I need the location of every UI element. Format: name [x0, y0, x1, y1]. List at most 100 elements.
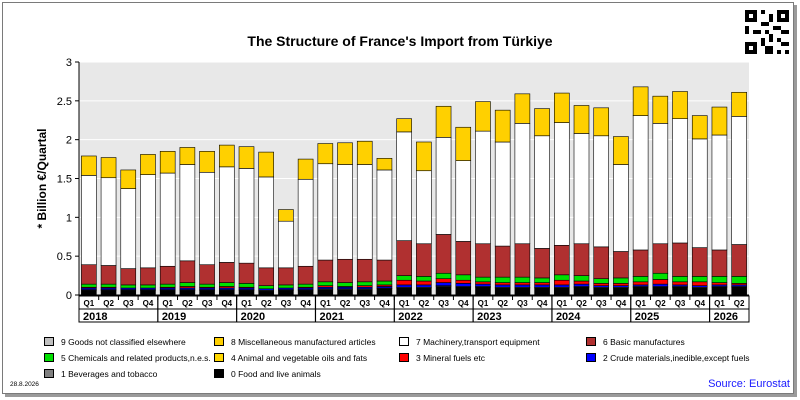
- year-band: [78, 308, 750, 323]
- bar-segment: [435, 137, 452, 235]
- quarter-label: Q1: [399, 299, 410, 308]
- y-tick-label: 0: [66, 290, 72, 302]
- bar-segment: [652, 95, 669, 124]
- bar-segment: [593, 278, 609, 284]
- bar-segment: [416, 170, 432, 245]
- bar-segment: [534, 277, 550, 283]
- quarter-label: Q1: [320, 299, 331, 308]
- bar-segment: [731, 244, 747, 277]
- quarter-label: Q4: [143, 299, 154, 308]
- bar-segment: [376, 288, 393, 296]
- quarter-label: Q3: [281, 299, 292, 308]
- bar-segment: [632, 115, 649, 251]
- legend-label: 8 Miscellaneous manufactured articles: [231, 337, 376, 347]
- year-label: 2023: [477, 311, 501, 323]
- bar-segment: [613, 136, 629, 165]
- bar-segment: [376, 158, 393, 171]
- bar-segment: [554, 274, 570, 281]
- bar-segment: [120, 284, 137, 289]
- bar-segment: [435, 278, 452, 283]
- bar-segment: [81, 175, 97, 266]
- bar-segment: [691, 138, 708, 248]
- bar-segment: [652, 272, 669, 280]
- quarter-label: Q3: [202, 299, 213, 308]
- bar-segment: [711, 134, 728, 251]
- bar-segment: [711, 106, 728, 136]
- bar-segment: [435, 282, 452, 286]
- bar-segment: [672, 276, 688, 283]
- year-label: 2026: [714, 311, 738, 323]
- bar-segment: [376, 169, 393, 261]
- bar-segment: [297, 283, 314, 288]
- year-label: 2024: [556, 311, 581, 323]
- bar-segment: [179, 290, 196, 296]
- quarter-label: Q3: [438, 299, 449, 308]
- source-label: Source: Eurostat: [708, 378, 790, 390]
- bar-segment: [534, 282, 550, 286]
- year-label: 2025: [635, 311, 659, 323]
- bar-segment: [120, 188, 137, 269]
- qr-code-icon[interactable]: [745, 10, 789, 54]
- bar-segment: [81, 155, 97, 176]
- bar-segment: [672, 281, 688, 286]
- legend-label: 6 Basic manufactures: [603, 337, 685, 347]
- bar-segment: [475, 276, 491, 283]
- bar-segment: [435, 272, 452, 279]
- bar-segment: [317, 281, 334, 286]
- bar-segment: [179, 260, 196, 283]
- quarter-label: Q4: [458, 299, 469, 308]
- bar-segment: [652, 123, 669, 245]
- bar-segment: [573, 133, 590, 245]
- bar-segment: [534, 135, 550, 249]
- bar-segment: [514, 123, 531, 245]
- bar-segment: [554, 122, 570, 246]
- bar-segment: [199, 290, 215, 296]
- quarter-label: Q1: [241, 299, 252, 308]
- bar-segment: [258, 285, 274, 290]
- bar-segment: [120, 290, 137, 296]
- bar-segment: [317, 143, 334, 165]
- bar-segment: [672, 91, 688, 119]
- bar-segment: [416, 284, 432, 288]
- bar-segment: [455, 283, 472, 287]
- bar-segment: [613, 287, 629, 296]
- bar-segment: [258, 176, 274, 269]
- bar-segment: [554, 92, 570, 123]
- bar-segment: [356, 289, 373, 296]
- bar-segment: [297, 158, 314, 180]
- quarter-label: Q1: [84, 299, 95, 308]
- quarter-label: Q2: [103, 299, 114, 308]
- bar-segment: [494, 282, 511, 286]
- bar-segment: [81, 264, 97, 285]
- bar-segment: [514, 243, 531, 278]
- bar-segment: [81, 283, 97, 288]
- quarter-label: Q3: [517, 299, 528, 308]
- bar-segment: [396, 118, 412, 133]
- bar-segment: [278, 209, 294, 222]
- bar-segment: [278, 220, 294, 269]
- bar-segment: [159, 151, 176, 174]
- bar-segment: [593, 246, 609, 279]
- bar-segment: [219, 144, 235, 168]
- quarter-label: Q1: [635, 299, 646, 308]
- bar-segment: [100, 283, 117, 288]
- quarter-label: Q3: [675, 299, 686, 308]
- quarter-label: Q2: [655, 299, 666, 308]
- y-tick-label: 2: [66, 135, 72, 147]
- bar-segment: [100, 290, 117, 296]
- bar-segment: [356, 164, 373, 260]
- quarter-label: Q2: [261, 299, 272, 308]
- legend-swatch: [586, 353, 596, 362]
- bar-segment: [691, 276, 708, 283]
- bar-segment: [613, 277, 629, 284]
- bar-segment: [613, 251, 629, 279]
- bar-segment: [455, 279, 472, 284]
- quarter-label: Q4: [694, 299, 705, 308]
- bar-segment: [672, 118, 688, 244]
- bar-segment: [475, 286, 491, 296]
- bar-segment: [554, 244, 570, 276]
- bar-segment: [494, 287, 511, 296]
- bar-segment: [337, 282, 353, 287]
- bar-segment: [140, 290, 156, 296]
